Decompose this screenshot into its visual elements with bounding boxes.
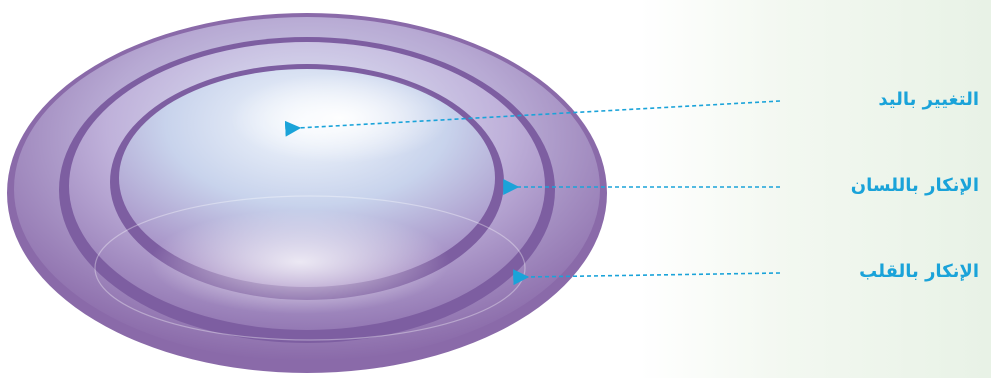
label-change-by-hand: التغيير باليد — [878, 89, 979, 110]
arrow-level-1 — [284, 100, 781, 137]
label-deny-by-heart: الإنكار بالقلب — [859, 261, 979, 282]
bottom-highlight — [150, 210, 450, 314]
background-panel — [640, 0, 991, 378]
top-highlight — [230, 73, 450, 163]
label-deny-by-tongue: الإنكار باللسان — [850, 175, 979, 196]
bottom-reflection-ring — [94, 195, 526, 341]
arrow-level-3 — [513, 269, 781, 286]
